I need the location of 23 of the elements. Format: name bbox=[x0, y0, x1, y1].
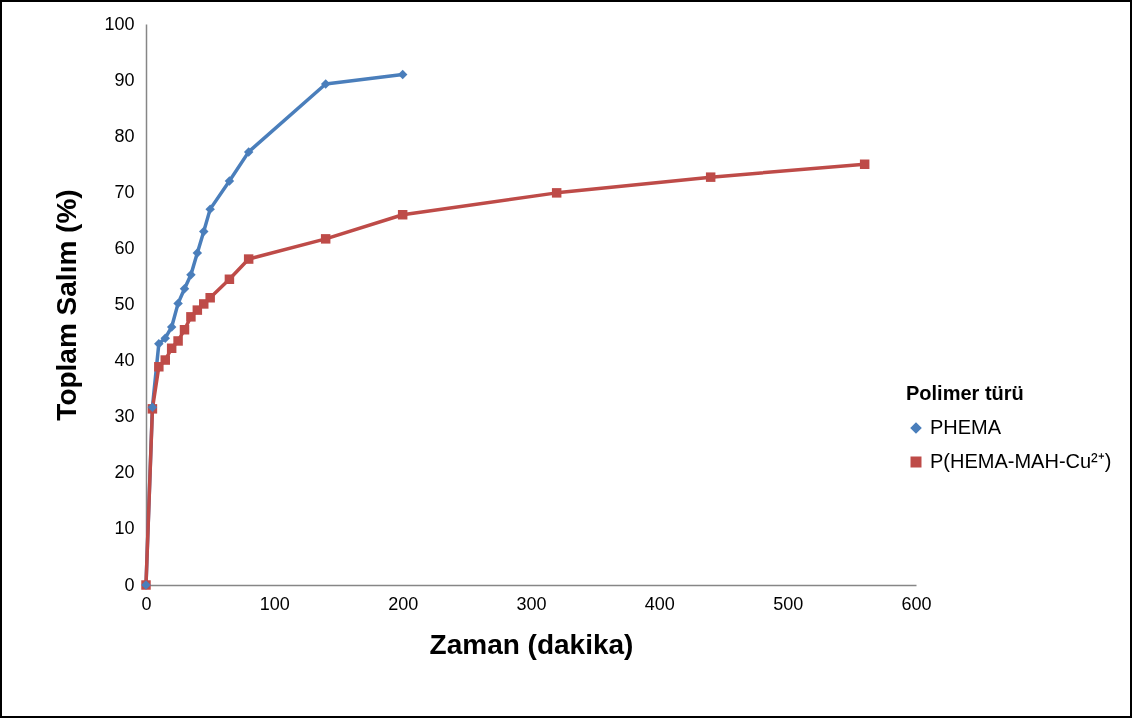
x-tick-label: 500 bbox=[773, 593, 804, 614]
y-tick-label: 20 bbox=[114, 462, 135, 483]
x-tick-label: 300 bbox=[516, 593, 547, 614]
y-tick-label: 80 bbox=[114, 125, 135, 146]
legend-label: PHEMA bbox=[930, 416, 1002, 438]
x-axis-title: Zaman (dakika) bbox=[429, 628, 634, 660]
x-tick-label: 200 bbox=[388, 593, 419, 614]
y-tick-label: 60 bbox=[114, 237, 135, 258]
y-tick-label: 40 bbox=[114, 350, 135, 371]
x-tick-label: 100 bbox=[259, 593, 290, 614]
y-tick-label: 50 bbox=[114, 294, 135, 314]
x-tick-label: 0 bbox=[141, 593, 152, 614]
x-tick-label: 400 bbox=[644, 593, 675, 614]
y-tick-label: 0 bbox=[124, 574, 135, 595]
legend-label: P(HEMA-MAH-Cu²⁺) bbox=[930, 450, 1112, 472]
y-tick-label: 100 bbox=[104, 13, 135, 34]
y-axis-title: Toplam Salım (%) bbox=[51, 189, 83, 421]
y-tick-label: 90 bbox=[114, 69, 135, 90]
y-tick-label: 70 bbox=[114, 181, 135, 202]
legend-title: Polimer türü bbox=[906, 382, 1024, 404]
x-tick-label: 600 bbox=[901, 593, 932, 614]
y-tick-label: 10 bbox=[114, 518, 135, 539]
y-tick-label: 30 bbox=[114, 406, 135, 427]
